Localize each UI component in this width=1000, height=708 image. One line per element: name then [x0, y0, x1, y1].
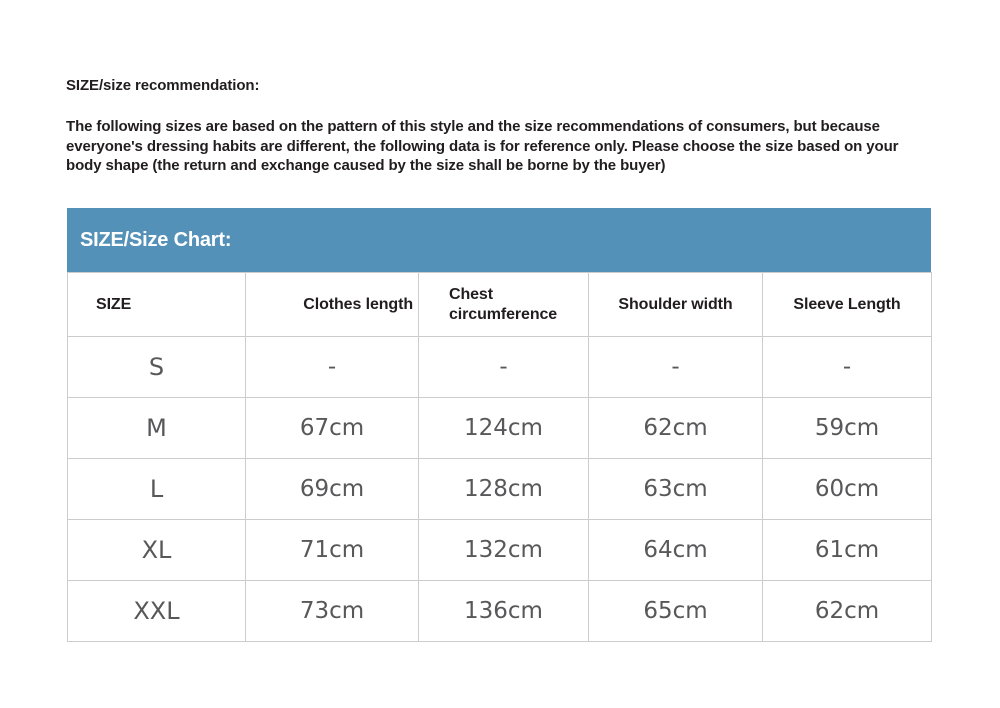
size-cell: XL [67, 519, 246, 581]
value-cell: 63cm [588, 458, 763, 520]
table-header-row: SIZE Clothes length Chest circumference … [67, 272, 932, 337]
size-chart-banner-label: SIZE/Size Chart: [80, 228, 232, 251]
value-cell: 65cm [588, 580, 763, 642]
value-cell: 132cm [418, 519, 589, 581]
value-cell: - [762, 336, 932, 398]
intro-paragraph: The following sizes are based on the pat… [66, 118, 899, 174]
value-cell: 128cm [418, 458, 589, 520]
value-cell: 67cm [245, 397, 419, 459]
size-cell: L [67, 458, 246, 520]
value-cell: - [245, 336, 419, 398]
value-cell: - [588, 336, 763, 398]
value-cell: 59cm [762, 397, 932, 459]
value-cell: 61cm [762, 519, 932, 581]
column-header-sleeve: Sleeve Length [762, 272, 932, 337]
value-cell: 136cm [418, 580, 589, 642]
value-cell: 71cm [245, 519, 419, 581]
table-row: M 67cm 124cm 62cm 59cm [67, 397, 932, 459]
size-table: SIZE Clothes length Chest circumference … [67, 272, 932, 642]
value-cell: 69cm [245, 458, 419, 520]
table-row: XXL 73cm 136cm 65cm 62cm [67, 580, 932, 642]
column-header-clothes-length: Clothes length [245, 272, 419, 337]
value-cell: 62cm [762, 580, 932, 642]
table-row: S - - - - [67, 336, 932, 398]
table-row: L 69cm 128cm 63cm 60cm [67, 458, 932, 520]
value-cell: 124cm [418, 397, 589, 459]
size-cell: M [67, 397, 246, 459]
value-cell: 64cm [588, 519, 763, 581]
column-header-size: SIZE [67, 272, 246, 337]
value-cell: 62cm [588, 397, 763, 459]
value-cell: 60cm [762, 458, 932, 520]
column-header-shoulder: Shoulder width [588, 272, 763, 337]
value-cell: 73cm [245, 580, 419, 642]
size-cell: XXL [67, 580, 246, 642]
table-row: XL 71cm 132cm 64cm 61cm [67, 519, 932, 581]
column-header-chest: Chest circumference [418, 272, 589, 337]
page-title: SIZE/size recommendation: [66, 77, 260, 94]
size-cell: S [67, 336, 246, 398]
value-cell: - [418, 336, 589, 398]
size-chart-banner: SIZE/Size Chart: [67, 208, 931, 272]
